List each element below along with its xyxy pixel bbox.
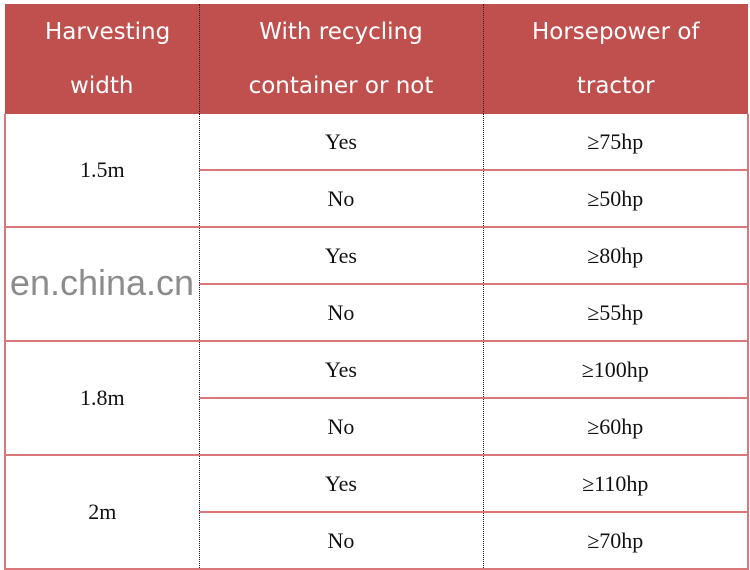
table-row: 1.8m Yes ≥100hp [4, 341, 749, 456]
width-cell: 2m [4, 455, 200, 570]
spec-table: Harvesting width With recycling containe… [4, 4, 749, 570]
horsepower-cell: ≥75hp [483, 114, 749, 171]
recycling-cell: No [199, 284, 484, 342]
recycling-cell: Yes [199, 341, 484, 399]
recycling-cell: No [199, 398, 484, 456]
horsepower-cell: ≥80hp [483, 227, 749, 285]
width-cell: 1.8m [4, 341, 200, 456]
width-cell: 1.5m [4, 114, 200, 228]
horsepower-cell: ≥110hp [483, 455, 749, 513]
recycling-cell: Yes [199, 455, 484, 513]
table-row: 2m Yes ≥110hp [4, 455, 749, 570]
header-horsepower: Horsepower of tractor [483, 4, 748, 114]
header-row: Harvesting width With recycling containe… [5, 4, 748, 114]
horsepower-cell: ≥50hp [483, 170, 749, 228]
horsepower-cell: ≥100hp [483, 341, 749, 399]
header-recycling-container: With recycling container or not [199, 4, 484, 114]
header-harvesting-width: Harvesting width [5, 4, 200, 114]
width-cell [4, 227, 200, 342]
recycling-cell: Yes [199, 227, 484, 285]
table-row: No ≥50hp [5, 170, 749, 228]
table-row: No ≥55hp [5, 284, 749, 342]
recycling-cell: No [199, 512, 484, 570]
table-row: No ≥60hp [5, 398, 749, 456]
recycling-cell: Yes [199, 114, 484, 171]
table-row: Yes ≥80hp [4, 227, 749, 342]
horsepower-cell: ≥55hp [483, 284, 749, 342]
table-row: 1.5m Yes ≥75hp [4, 114, 749, 228]
horsepower-cell: ≥60hp [483, 398, 749, 456]
recycling-cell: No [199, 170, 484, 228]
table-row: No ≥70hp [5, 512, 749, 570]
horsepower-cell: ≥70hp [483, 512, 749, 570]
